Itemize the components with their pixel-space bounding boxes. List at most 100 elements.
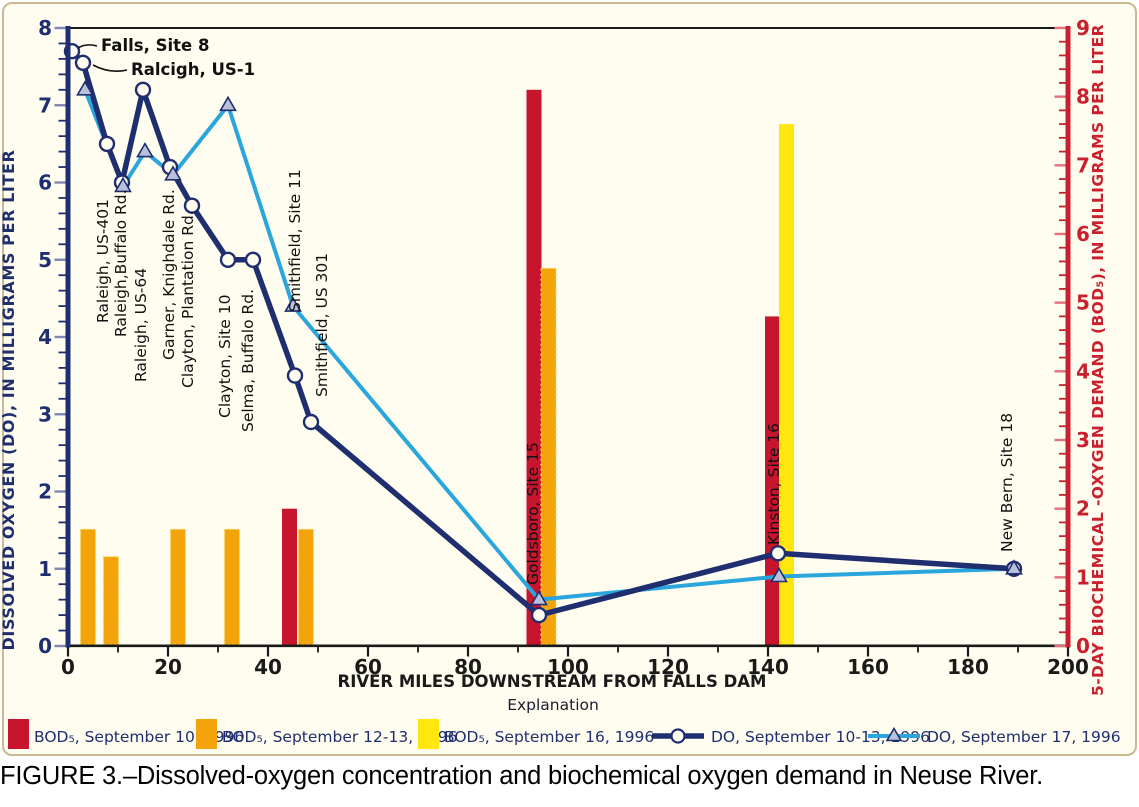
do-triangle-marker (219, 95, 237, 112)
bod-bar (282, 508, 297, 645)
do-circle-marker (530, 606, 548, 624)
left-tick-label: 2 (38, 480, 52, 504)
legend-swatch (418, 719, 439, 749)
right-tick-label: 3 (1076, 428, 1090, 452)
do-markers (63, 43, 1023, 624)
legend-title: Explanation (507, 696, 599, 714)
right-tick-label: 8 (1076, 85, 1090, 109)
right-axis-title: 5-DAY BIOCHEMICAL -OXYGEN DEMAND (BOD₅),… (1089, 24, 1107, 696)
do-triangle-marker (76, 80, 94, 96)
bod-bar (779, 124, 794, 645)
bod-bar (540, 267, 557, 646)
legend-swatch (8, 719, 29, 749)
site-label: Goldsboro, Site 15 (524, 442, 542, 585)
do-circle-marker (98, 135, 116, 153)
do-circle-marker (74, 54, 92, 71)
do-triangle-marker (164, 165, 182, 181)
bod-bar (102, 556, 120, 646)
bottom-tick-label: 200 (1047, 655, 1089, 679)
do-circle-marker (769, 545, 787, 562)
right-tick-label: 4 (1076, 359, 1090, 383)
left-tick-label: 0 (38, 634, 52, 658)
site-label: Clayton, Site 10 (216, 295, 234, 418)
site-label: Selma, Buffalo Rd. (239, 289, 257, 432)
callout-arrow (92, 64, 128, 72)
bod-bar (169, 528, 187, 646)
do-circle-marker (183, 197, 201, 214)
do-triangle-marker (114, 176, 132, 193)
site-label: Smithfield, Site 11 (286, 169, 304, 312)
left-tick-label: 4 (38, 325, 52, 349)
left-tick-label: 8 (38, 16, 52, 40)
legend-item-label: BOD₅, September 10, 1996 (34, 728, 244, 746)
right-tick-label: 1 (1076, 565, 1090, 589)
legend-item-label: DO, September 17, 1996 (927, 728, 1121, 746)
bottom-tick-label: 160 (847, 655, 889, 679)
do-circle-marker (134, 81, 152, 99)
bottom-tick-label: 20 (154, 655, 182, 679)
bottom-tick-label: 40 (254, 655, 282, 679)
figure-caption: FIGURE 3.–Dissolved-oxygen concentration… (0, 762, 1044, 790)
site-label: Clayton, Plantation Rd. (179, 210, 197, 388)
do-triangle-marker (530, 589, 548, 606)
bod-bar (526, 89, 542, 645)
bottom-tick-label: 100 (547, 655, 589, 679)
legend-triangle-marker (885, 726, 903, 742)
axes (65, 26, 1071, 648)
site-label: Garner, Knighdale Rd. (160, 189, 178, 360)
legend-item-label: BOD₅, September 16, 1996 (444, 728, 654, 746)
legend-item-label: DO, September 10-13, 1996 (711, 728, 930, 746)
left-tick-label: 1 (38, 557, 52, 581)
callout-label: Falls, Site 8 (101, 36, 209, 55)
bottom-tick-label: 180 (947, 655, 989, 679)
figure-box (2, 2, 1137, 756)
left-tick-label: 5 (38, 248, 52, 272)
x-axis-title: RIVER MILES DOWNSTREAM FROM FALLS DAM (338, 672, 767, 691)
bod-bar (297, 528, 315, 646)
callout-arrow (77, 44, 98, 49)
bod-bar (79, 528, 97, 646)
right-tick-label: 9 (1076, 16, 1090, 40)
do-circle-marker (244, 251, 262, 268)
bod-bar (223, 528, 241, 646)
site-label: Raleigh,Buffalo Rd. (112, 189, 130, 337)
site-label: Raleigh, US-64 (132, 268, 150, 382)
bottom-tick-label: 60 (354, 655, 382, 679)
callout-label: Ralcigh, US-1 (131, 60, 255, 79)
right-tick-label: 2 (1076, 497, 1090, 521)
site-label: Smithfield, US 301 (313, 253, 331, 397)
bottom-tick-label: 140 (747, 655, 789, 679)
bod-bars (79, 89, 794, 646)
do-circle-marker (302, 413, 320, 431)
left-tick-label: 3 (38, 402, 52, 426)
site-label: Raleigh, US-401 (94, 199, 112, 323)
do-triangle-marker (1005, 559, 1023, 575)
left-tick-label: 6 (38, 171, 52, 195)
site-label: Kinston, Site 16 (765, 423, 783, 545)
axis-titles: DISSOLVED OXYGEN (DO), IN MILLIGRAMS PER… (0, 24, 1107, 714)
bod-bar (765, 316, 780, 645)
right-tick-label: 7 (1076, 153, 1090, 177)
legend-item-label: BOD₅, September 12-13, 1996 (222, 728, 458, 746)
do-triangle-marker (284, 296, 302, 312)
legend-swatch (196, 719, 217, 749)
site-labels: Raleigh, US-401 Raleigh,Buffalo Rd. Raleig… (94, 169, 1016, 585)
bottom-tick-label: 120 (647, 655, 689, 679)
do-circle-marker (219, 251, 237, 268)
legend-circle-marker (670, 728, 686, 744)
do-circle-marker (286, 367, 304, 384)
left-tick-label: 7 (38, 93, 52, 117)
bottom-tick-label: 80 (454, 655, 482, 679)
right-tick-label: 5 (1076, 291, 1090, 315)
left-axis-title: DISSOLVED OXYGEN (DO), IN MILLIGRAMS PER… (0, 150, 18, 651)
do-triangle-marker (770, 566, 788, 583)
do-triangle-marker (136, 141, 154, 158)
right-tick-label: 0 (1076, 634, 1090, 658)
right-tick-label: 6 (1076, 222, 1090, 246)
site-label: New Bern, Site 18 (998, 413, 1016, 552)
bottom-tick-label: 0 (61, 655, 75, 679)
callouts: Falls, Site 8 Ralcigh, US-1 (77, 36, 255, 79)
